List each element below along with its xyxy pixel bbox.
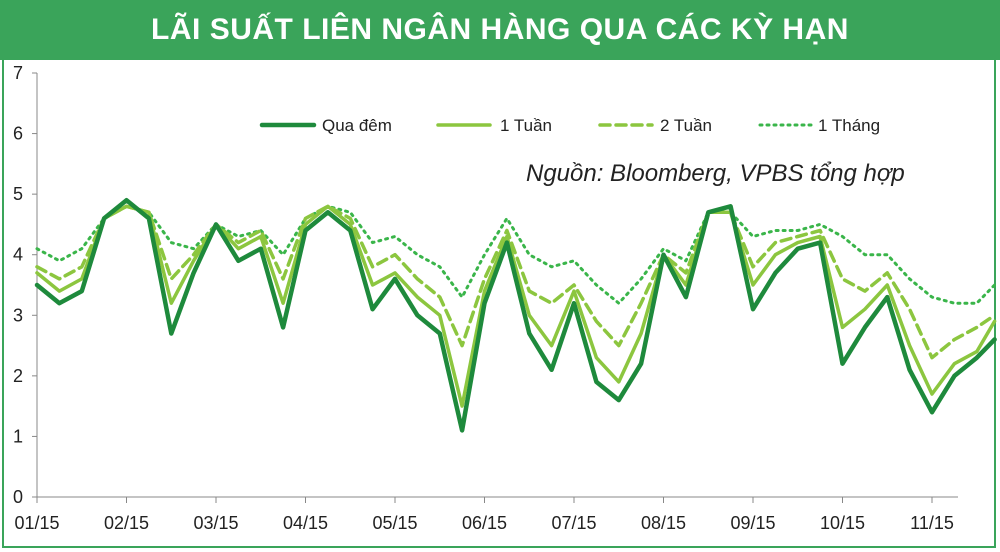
- x-tick-label: 07/15: [551, 513, 596, 533]
- y-tick-label: 1: [13, 426, 23, 446]
- legend-label-2: 1 Tuần: [500, 116, 552, 135]
- y-tick-label: 4: [13, 245, 23, 265]
- x-tick-label: 01/15: [14, 513, 59, 533]
- x-tick-label: 11/15: [910, 513, 954, 533]
- legend-label-1: Qua đêm: [322, 116, 392, 135]
- x-tick-label: 04/15: [283, 513, 328, 533]
- legend-label-4: 1 Tháng: [818, 116, 880, 135]
- y-tick-label: 6: [13, 124, 23, 144]
- y-tick-label: 2: [13, 366, 23, 386]
- source-note: Nguồn: Bloomberg, VPBS tổng hợp: [526, 160, 905, 187]
- series-line-2: [35, 204, 997, 408]
- y-tick-label: 5: [13, 184, 23, 204]
- y-tick-label: 3: [13, 305, 23, 325]
- series-line-4: [35, 204, 997, 305]
- chart-title-bar: LÃI SUẤT LIÊN NGÂN HÀNG QUA CÁC KỲ HẠN: [0, 0, 1000, 60]
- chart-title: LÃI SUẤT LIÊN NGÂN HÀNG QUA CÁC KỲ HẠN: [151, 13, 849, 46]
- series-line-3: [35, 204, 997, 360]
- x-tick-label: 02/15: [104, 513, 149, 533]
- x-tick-label: 05/15: [372, 513, 417, 533]
- series-line-1: [34, 197, 997, 433]
- chart-axes: 0 1 2 3 4 5 6 7 01/15 02/15 03/15 04/15 05/15 06/15 07…: [13, 63, 958, 533]
- x-tick-label: 09/15: [730, 513, 775, 533]
- chart-legend: Qua đêm 1 Tuần 2 Tuần 1 Tháng: [259, 116, 880, 135]
- y-tick-label: 7: [13, 63, 23, 83]
- legend-label-3: 2 Tuần: [660, 116, 712, 135]
- chart-series: [34, 197, 997, 433]
- y-tick-label: 0: [13, 487, 23, 507]
- x-tick-label: 03/15: [193, 513, 238, 533]
- x-tick-label: 08/15: [641, 513, 686, 533]
- x-tick-label: 10/15: [820, 513, 865, 533]
- x-tick-label: 06/15: [462, 513, 507, 533]
